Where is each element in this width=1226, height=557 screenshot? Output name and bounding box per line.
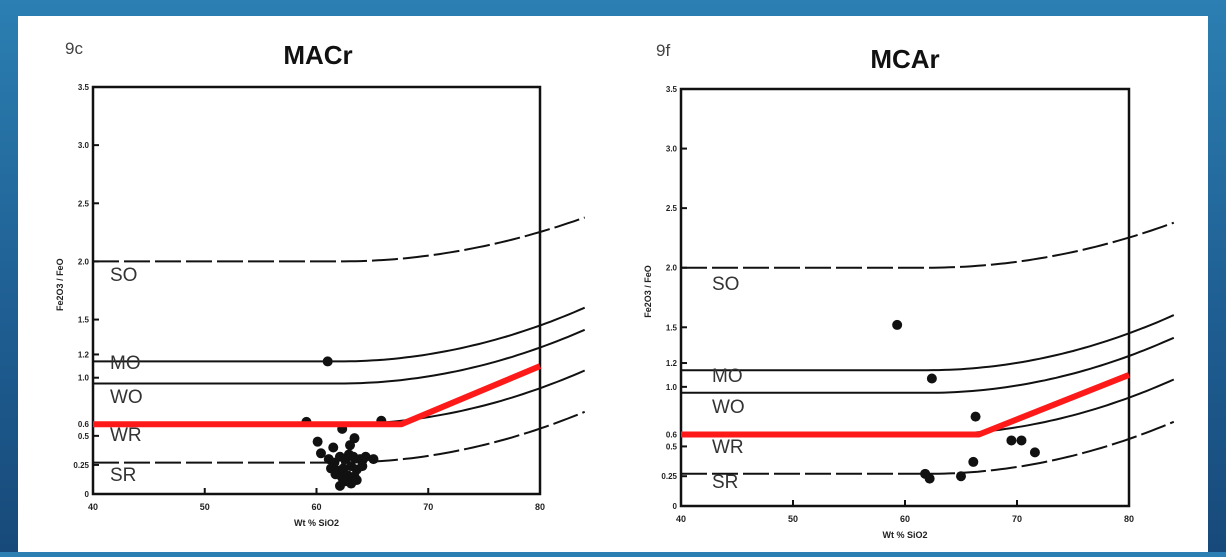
y-tick-label: 0.6	[78, 420, 90, 429]
figure-svg: 9c MACr 0 0.25 0.5 0.6 1.0 1.2 1.5 2.0 2.5 3.0 3.5 40…	[55, 39, 1175, 540]
plot-frame	[679, 87, 1131, 508]
data-point	[1006, 435, 1017, 446]
y-tick-label: 0.25	[661, 472, 677, 481]
data-point	[892, 319, 903, 330]
x-tick-label: 50	[788, 514, 798, 524]
boundary-wo-wr	[93, 328, 586, 385]
boundary-sr	[93, 410, 586, 464]
data-point	[368, 454, 379, 465]
data-point	[970, 411, 981, 422]
boundary-so-mo	[93, 216, 586, 263]
y-tick-label: 0.25	[73, 461, 89, 470]
y-tick-label: 2.5	[78, 199, 90, 208]
chart-title: MCAr	[870, 44, 939, 74]
plot-frame	[91, 85, 542, 496]
y-tick-label: 1.5	[78, 316, 90, 325]
y-tick-label: 3.5	[78, 83, 90, 92]
data-point	[357, 461, 368, 472]
x-tick-label: 40	[88, 502, 98, 512]
red-threshold-line	[93, 363, 542, 428]
data-point	[956, 471, 966, 482]
data-point	[315, 448, 326, 459]
y-tick-label: 0	[85, 490, 90, 499]
data-point	[1016, 435, 1027, 446]
figure-panel: 9c MACr 0 0.25 0.5 0.6 1.0 1.2 1.5 2.0 2.5 3.0 3.5 40…	[18, 16, 1208, 552]
boundary-so-mo	[681, 221, 1175, 269]
x-tick-label: 40	[676, 514, 686, 524]
chart-panel-1: 9c MACr 0 0.25 0.5 0.6 1.0 1.2 1.5 2.0 2.5 3.0 3.5 40…	[55, 39, 586, 528]
region-label-sr: SR	[110, 465, 136, 486]
panel-label: 9f	[656, 41, 670, 60]
y-tick-label: 1.0	[78, 374, 90, 383]
boundary-wo-wr	[681, 336, 1175, 394]
region-label-wo: WO	[110, 387, 143, 408]
x-axis-label: Wt % SiO2	[294, 518, 339, 528]
region-label-sr: SR	[712, 472, 738, 493]
x-tick-label: 70	[1012, 514, 1022, 524]
data-point	[351, 475, 362, 486]
data-point	[349, 433, 360, 444]
y-tick-label: 0.5	[78, 432, 90, 441]
panel-label: 9c	[65, 39, 83, 58]
y-tick-label: 3.0	[666, 145, 678, 154]
chart-title: MACr	[283, 40, 352, 70]
y-tick-label: 3.0	[78, 141, 90, 150]
y-tick-label: 1.2	[666, 359, 678, 368]
y-tick-label: 0.6	[666, 431, 678, 440]
y-tick-label: 0.5	[666, 442, 678, 451]
y-tick-label: 2.0	[78, 257, 90, 266]
data-point	[360, 451, 371, 462]
data-point	[968, 456, 979, 467]
x-tick-label: 60	[311, 502, 321, 512]
y-tick-label: 1.5	[666, 323, 678, 332]
y-tick-label: 3.5	[666, 85, 678, 94]
region-label-wr: WR	[712, 437, 744, 458]
data-point	[312, 436, 323, 447]
data-point	[322, 356, 333, 367]
region-label-wr: WR	[110, 425, 142, 446]
data-point	[924, 473, 935, 484]
data-point	[328, 442, 339, 453]
x-tick-label: 50	[200, 502, 210, 512]
region-label-wo: WO	[712, 397, 745, 418]
boundary-mo-wo	[681, 314, 1175, 372]
x-tick-label: 80	[1124, 514, 1134, 524]
data-point	[1029, 447, 1040, 458]
y-axis-label: Fe2O3 / FeO	[643, 265, 653, 318]
chart-panel-2: 9f MCAr 0 0.25 0.5 0.6 1.0 1.2 1.5 2.0 2.5 3.0 3.5 40…	[643, 41, 1175, 540]
red-threshold-line	[681, 372, 1131, 438]
y-tick-label: 2.0	[666, 264, 678, 273]
y-axis-label: Fe2O3 / FeO	[55, 258, 65, 311]
boundary-mo-wo	[93, 306, 586, 363]
region-label-mo: MO	[712, 366, 743, 387]
y-tick-label: 0	[673, 502, 678, 511]
y-tick-label: 1.0	[666, 383, 678, 392]
boundary-sr	[681, 420, 1175, 475]
y-tick-label: 1.2	[78, 350, 90, 359]
x-tick-label: 80	[535, 502, 545, 512]
region-label-so: SO	[712, 274, 739, 295]
region-label-mo: MO	[110, 353, 141, 374]
y-tick-label: 2.5	[666, 204, 678, 213]
x-tick-label: 70	[423, 502, 433, 512]
data-point	[334, 480, 345, 491]
data-point	[926, 373, 937, 384]
x-axis-label: Wt % SiO2	[882, 530, 927, 540]
x-tick-label: 60	[900, 514, 910, 524]
region-label-so: SO	[110, 265, 137, 286]
